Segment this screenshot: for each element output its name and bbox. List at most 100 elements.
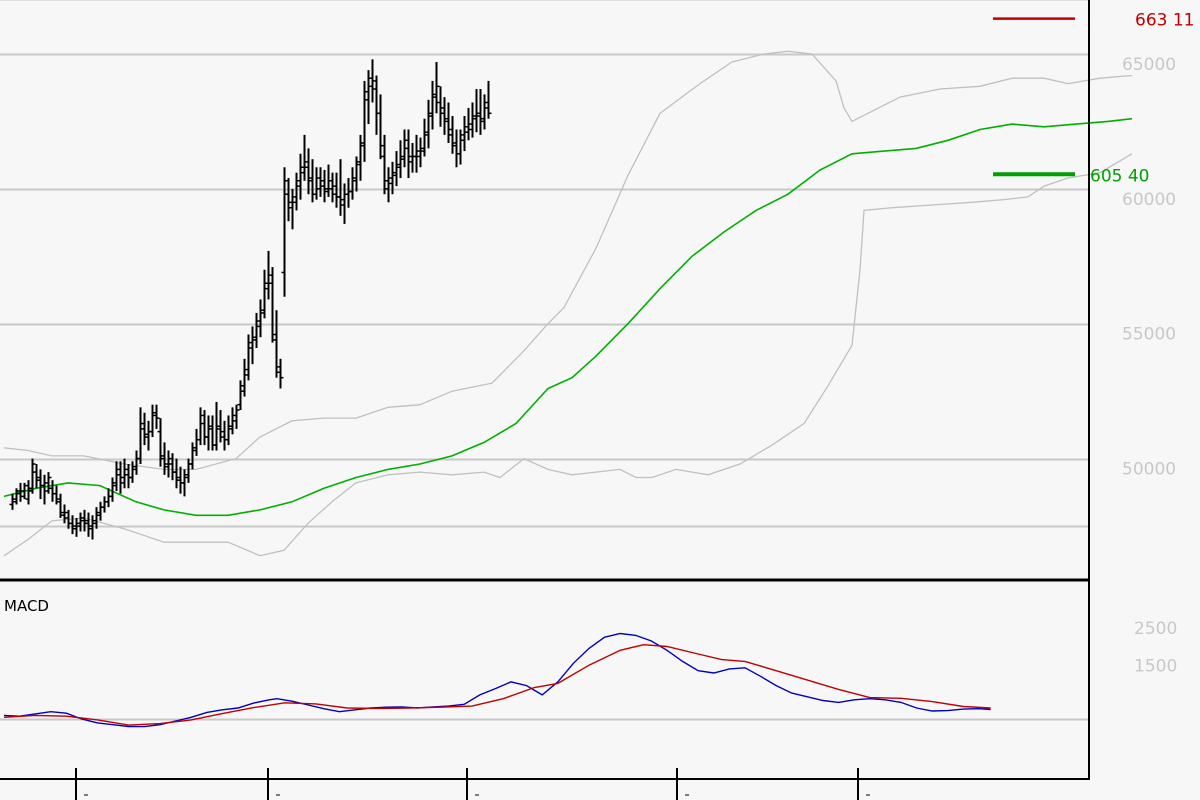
price-y-axis: 65000 60000 55000 50000 <box>1122 55 1176 480</box>
ohlc-bar <box>481 94 488 130</box>
ohlc-bar <box>245 334 252 381</box>
ohlc-bar <box>217 410 224 443</box>
macd-tick-label: 2500 <box>1134 619 1177 639</box>
macd-lines <box>3 632 991 728</box>
ohlc-bar <box>297 153 304 200</box>
ohlc-bar <box>249 326 256 365</box>
ohlc-bar <box>425 99 432 149</box>
ohlc-bar <box>417 137 424 168</box>
price-level-label: 663 11 <box>1135 11 1194 31</box>
ohlc-bar <box>405 129 412 179</box>
ohlc-bar <box>277 358 284 389</box>
lower-bollinger-band <box>3 153 1133 557</box>
ohlc-bar <box>485 80 492 119</box>
ohlc-bar <box>449 116 456 154</box>
ohlc-bar <box>269 267 276 343</box>
macd-tick-label: 1500 <box>1134 656 1177 676</box>
ohlc-bar <box>233 404 240 429</box>
ohlc-bar <box>477 89 484 135</box>
upper-bollinger-band <box>3 50 1133 471</box>
ohlc-bar <box>85 512 92 537</box>
ohlc-bar <box>469 102 476 138</box>
ohlc-bar <box>33 464 40 489</box>
ohlc-bar <box>213 401 220 451</box>
price-tick-label: 60000 <box>1122 190 1176 210</box>
ohlc-bar <box>205 415 212 451</box>
ohlc-bar <box>113 461 120 491</box>
ohlc-bar <box>117 461 124 494</box>
moving-average <box>3 117 1133 517</box>
macd-panel-label: MACD <box>4 597 49 615</box>
ohlc-bar <box>257 299 264 338</box>
ohlc-bar <box>357 134 364 181</box>
ohlc-bar <box>73 517 80 537</box>
ohlc-bars <box>9 59 492 540</box>
ohlc-bar <box>437 86 444 127</box>
ohlc-bar <box>445 102 452 143</box>
ohlc-bar <box>69 515 76 535</box>
ohlc-bar <box>161 442 168 475</box>
ohlc-bar <box>329 172 336 203</box>
ohlc-bar <box>401 129 408 168</box>
ohlc-bar <box>421 118 428 157</box>
ohlc-bar <box>441 97 448 135</box>
ohlc-bar <box>181 469 188 497</box>
ohlc-bar <box>9 493 16 510</box>
ohlc-bar <box>137 407 144 464</box>
ohlc-bar <box>389 161 396 195</box>
ohlc-bar <box>281 167 288 297</box>
ohlc-bar <box>93 507 100 529</box>
ohlc-bar <box>21 482 28 500</box>
ohlc-bar <box>17 482 24 502</box>
ohlc-bar <box>369 59 376 103</box>
ohlc-bar <box>273 310 280 378</box>
ohlc-bar <box>81 509 88 532</box>
x-axis-ticks <box>75 768 870 800</box>
ohlc-bar <box>13 488 20 505</box>
ohlc-bar <box>89 515 96 540</box>
price-tick-label: 55000 <box>1122 325 1176 345</box>
ohlc-bar <box>325 164 332 197</box>
ohlc-bar <box>237 380 244 411</box>
ohlc-bar <box>77 512 84 532</box>
ohlc-bar <box>129 461 136 483</box>
ohlc-bar <box>157 418 164 467</box>
price-tick-label: 50000 <box>1122 460 1176 480</box>
ohlc-bar <box>57 493 64 518</box>
ohlc-bar <box>397 140 404 179</box>
ohlc-bar <box>377 94 384 160</box>
ohlc-bar <box>121 458 128 489</box>
ohlc-bar <box>225 415 232 446</box>
price-level-label: 605 40 <box>1090 166 1149 186</box>
ohlc-bar <box>317 167 324 197</box>
ohlc-bar <box>429 80 436 130</box>
ohlc-bar <box>313 167 320 200</box>
ohlc-bar <box>349 167 356 200</box>
ohlc-bar <box>29 458 36 494</box>
ohlc-bar <box>53 485 60 505</box>
macd-y-axis: 2500 1500 <box>1134 619 1177 676</box>
ohlc-bar <box>321 169 328 203</box>
ohlc-bar <box>285 178 292 222</box>
signal-line <box>3 643 991 726</box>
ohlc-bar <box>261 269 268 319</box>
ohlc-bar <box>141 412 148 446</box>
ohlc-bar <box>265 250 272 300</box>
ohlc-bar <box>353 156 360 192</box>
ohlc-bar <box>149 404 156 438</box>
moving-average-line <box>3 117 1133 517</box>
ohlc-bar <box>153 404 160 429</box>
bollinger-bands <box>3 50 1133 557</box>
ohlc-bar <box>41 474 48 505</box>
price-grid <box>0 0 1089 528</box>
ohlc-bar <box>289 188 296 230</box>
ohlc-bar <box>413 134 420 173</box>
ohlc-bar <box>473 89 480 133</box>
ohlc-bar <box>381 134 388 195</box>
ohlc-bar <box>61 504 68 524</box>
ohlc-bar <box>301 134 308 181</box>
ohlc-bar <box>109 477 116 502</box>
ohlc-bar <box>293 172 300 211</box>
ohlc-bar <box>197 407 204 446</box>
ohlc-bar <box>165 450 172 478</box>
